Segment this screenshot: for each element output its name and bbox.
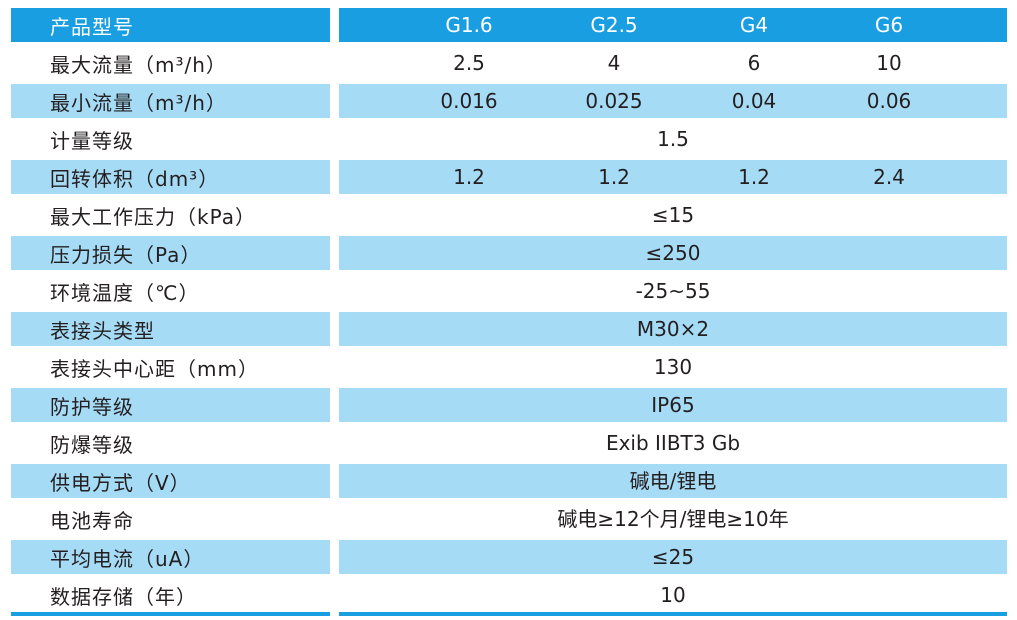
row-values-metering-class: 1.5 xyxy=(339,122,1007,156)
value-cell: 2.5 xyxy=(453,51,485,75)
value-cell: 2.4 xyxy=(873,165,905,189)
row-values-min-flow: 0.016 0.025 0.04 0.06 xyxy=(339,84,1007,118)
row-values-average-current: ≤25 xyxy=(339,540,1007,574)
row-values-connector-center-distance: 130 xyxy=(339,350,1007,384)
value-column: G1.6 G2.5 G4 G6 2.5 4 6 10 0.016 0.025 0… xyxy=(339,8,1007,616)
bottom-divider-left xyxy=(11,612,330,616)
value-cell: 0.06 xyxy=(866,89,912,113)
value-cell: 10 xyxy=(876,51,902,75)
row-values-cyclic-volume: 1.2 1.2 1.2 2.4 xyxy=(339,160,1007,194)
row-values-data-storage: 10 xyxy=(339,578,1007,612)
header-label: 产品型号 xyxy=(50,14,134,39)
row-label: 回转体积（dm³） xyxy=(50,166,220,191)
row-label-max-flow: 最大流量（m³/h） xyxy=(11,46,330,80)
value-cell: 6 xyxy=(747,51,761,75)
row-label: 压力损失（Pa） xyxy=(50,242,202,267)
label-column: 产品型号 最大流量（m³/h） 最小流量（m³/h） 计量等级 回转体积（dm³… xyxy=(11,8,330,616)
row-label: 防爆等级 xyxy=(50,432,134,457)
value-cell: 0.016 xyxy=(440,89,498,113)
value-cell: 0.04 xyxy=(731,89,777,113)
value-cell: ≤250 xyxy=(645,241,701,265)
row-label-average-current: 平均电流（uA） xyxy=(11,540,330,574)
row-label-cyclic-volume: 回转体积（dm³） xyxy=(11,160,330,194)
value-cell: ≤15 xyxy=(651,203,695,227)
row-values-max-working-pressure: ≤15 xyxy=(339,198,1007,232)
value-cell: 0.025 xyxy=(585,89,643,113)
row-label: 最大工作压力（kPa） xyxy=(50,204,256,229)
row-label-ambient-temperature: 环境温度（℃） xyxy=(11,274,330,308)
model-header-cell: G2.5 xyxy=(590,13,638,37)
row-label-metering-class: 计量等级 xyxy=(11,122,330,156)
value-cell: 1.2 xyxy=(453,165,485,189)
value-cell: 1.5 xyxy=(657,127,689,151)
row-values-max-flow: 2.5 4 6 10 xyxy=(339,46,1007,80)
row-label-connector-center-distance: 表接头中心距（mm） xyxy=(11,350,330,384)
row-values-pressure-loss: ≤250 xyxy=(339,236,1007,270)
value-cell: Exib IIBT3 Gb xyxy=(605,431,741,455)
row-label-battery-life: 电池寿命 xyxy=(11,502,330,536)
value-cell: 130 xyxy=(653,355,693,379)
row-values-protection-class: IP65 xyxy=(339,388,1007,422)
row-label: 表接头类型 xyxy=(50,318,155,343)
row-values-power-supply: 碱电/锂电 xyxy=(339,464,1007,498)
row-label-protection-class: 防护等级 xyxy=(11,388,330,422)
row-label: 计量等级 xyxy=(50,128,134,153)
model-header-cell: G1.6 xyxy=(445,13,493,37)
row-label-min-flow: 最小流量（m³/h） xyxy=(11,84,330,118)
row-label-connector-type: 表接头类型 xyxy=(11,312,330,346)
value-cell: 碱电/锂电 xyxy=(629,469,717,493)
model-header-cell: G6 xyxy=(874,13,904,37)
row-label-explosion-proof-class: 防爆等级 xyxy=(11,426,330,460)
row-label-pressure-loss: 压力损失（Pa） xyxy=(11,236,330,270)
row-values-connector-type: M30×2 xyxy=(339,312,1007,346)
row-label: 数据存储（年） xyxy=(50,584,197,609)
row-label-data-storage: 数据存储（年） xyxy=(11,578,330,612)
value-cell: 1.2 xyxy=(598,165,630,189)
row-label: 电池寿命 xyxy=(50,508,134,533)
value-cell: 碱电≥12个月/锂电≥10年 xyxy=(557,507,789,531)
bottom-divider-right xyxy=(339,612,1007,616)
value-cell: ≤25 xyxy=(651,545,695,569)
value-cell: 10 xyxy=(660,583,686,607)
header-row-label: 产品型号 xyxy=(11,8,330,42)
value-cell: 4 xyxy=(607,51,621,75)
row-label: 平均电流（uA） xyxy=(50,546,205,571)
row-label: 防护等级 xyxy=(50,394,134,419)
header-row-models: G1.6 G2.5 G4 G6 xyxy=(339,8,1007,42)
row-label-max-working-pressure: 最大工作压力（kPa） xyxy=(11,198,330,232)
row-values-ambient-temperature: -25~55 xyxy=(339,274,1007,308)
row-label: 最小流量（m³/h） xyxy=(50,90,227,115)
row-label: 最大流量（m³/h） xyxy=(50,52,227,77)
row-label: 表接头中心距（mm） xyxy=(50,356,259,381)
value-cell: M30×2 xyxy=(636,317,710,341)
row-values-battery-life: 碱电≥12个月/锂电≥10年 xyxy=(339,502,1007,536)
value-cell: IP65 xyxy=(651,393,695,417)
row-values-explosion-proof-class: Exib IIBT3 Gb xyxy=(339,426,1007,460)
value-cell: -25~55 xyxy=(635,279,711,303)
row-label: 环境温度（℃） xyxy=(50,280,200,305)
row-label: 供电方式（V） xyxy=(50,470,191,495)
row-label-power-supply: 供电方式（V） xyxy=(11,464,330,498)
value-cell: 1.2 xyxy=(738,165,770,189)
model-header-cell: G4 xyxy=(739,13,769,37)
